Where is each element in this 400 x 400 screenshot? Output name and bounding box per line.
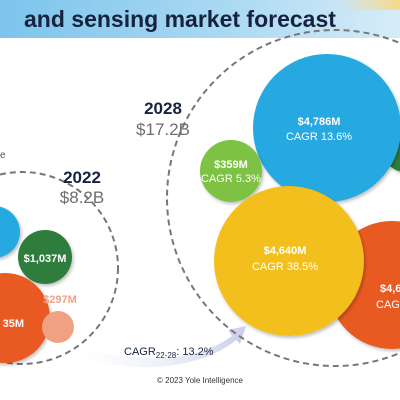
- cagr-prefix: CAGR: [124, 346, 156, 358]
- total-2028-label: $17.2B: [136, 120, 190, 139]
- year-2028-label: 2028: [144, 99, 182, 118]
- bubble-2022-peach-value: $297M: [43, 294, 77, 306]
- growth-arrow: [74, 326, 246, 368]
- bubble-2028-yellow-value: $4,640M: [264, 245, 307, 257]
- bubble-2022-green: [18, 230, 72, 284]
- copyright-footer: © 2023 Yole Intelligence: [157, 376, 243, 385]
- bubble-2022-green-value: $1,037M: [24, 253, 67, 265]
- bubble-2028-lightgreen: [200, 140, 262, 202]
- bubble-2028-blue: [253, 54, 400, 202]
- cagr-overall-label: CAGR22-28: 13.2%: [124, 346, 214, 360]
- partial-label: e: [0, 150, 6, 161]
- bubble-2028-yellow: [214, 186, 364, 336]
- bubble-2028-yellow-cagr: CAGR 38.5%: [252, 261, 318, 273]
- bubble-2028-blue-cagr: CAGR 13.6%: [286, 131, 352, 143]
- cagr-subscript: 22-28: [156, 351, 177, 360]
- year-2022-label: 2022: [63, 168, 101, 187]
- bubble-2022-orange: [0, 273, 50, 363]
- bubble-2022-blue: [0, 206, 20, 258]
- group-outline-2028: [166, 29, 400, 367]
- cagr-suffix: : 13.2%: [176, 346, 214, 358]
- group-outline-2022: [0, 171, 119, 365]
- bubble-2028-blue-value: $4,786M: [298, 116, 341, 128]
- total-2022-label: $8.2B: [60, 188, 104, 207]
- bubble-2022-peach: [42, 311, 74, 343]
- bubble-2022-orange-value: 35M: [3, 318, 24, 330]
- bubble-2028-orange-cagr: CAGR: [376, 299, 400, 311]
- bubble-2028-orange-value: $4,6: [380, 283, 400, 295]
- bubble-2028-lightgreen-value: $359M: [214, 159, 248, 171]
- page-title: and sensing market forecast: [24, 6, 336, 32]
- title-banner: and sensing market forecast: [0, 0, 400, 38]
- bubble-2028-lightgreen-cagr: CAGR 5.3%: [201, 173, 261, 185]
